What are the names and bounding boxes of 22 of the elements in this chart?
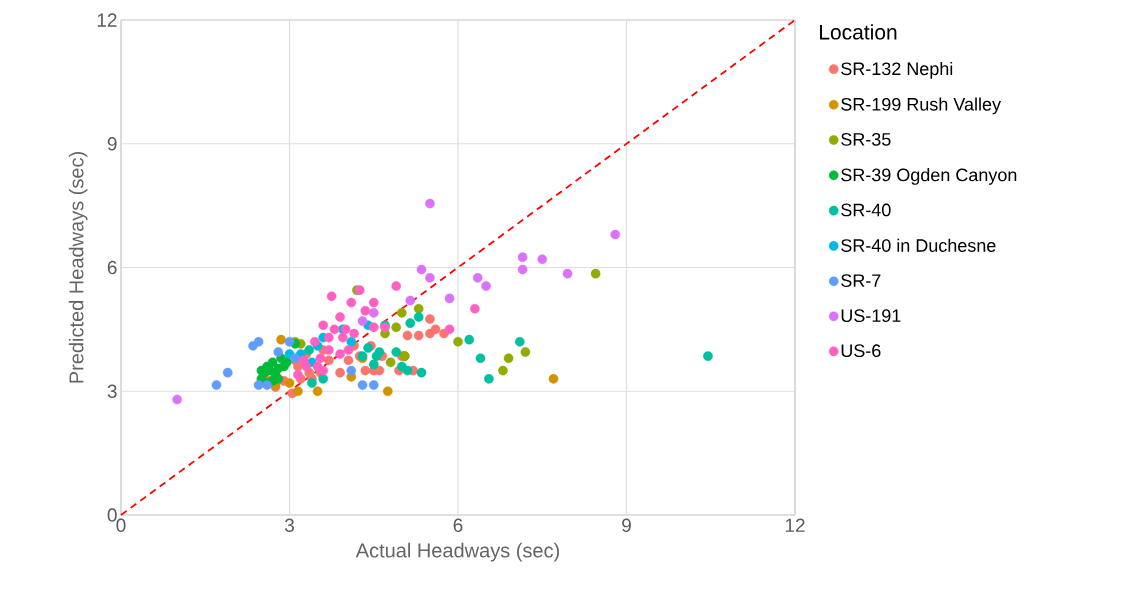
y-tick-label: 0 <box>107 508 117 522</box>
y-tick-label: 12 <box>97 13 117 27</box>
legend-label: SR-40 <box>841 203 891 217</box>
legend-label: US-191 <box>841 309 901 323</box>
x-axis-title: Actual Headways (sec) <box>355 542 559 562</box>
x-tick-label: 3 <box>284 518 294 532</box>
y-axis-title: Predicted Headways (sec) <box>68 152 88 383</box>
legend-label: SR-35 <box>841 132 891 146</box>
x-tick-label: 9 <box>622 518 631 532</box>
legend-label: SR-132 Nephi <box>841 61 953 79</box>
legend-label: US-6 <box>841 344 881 358</box>
y-tick-label: 9 <box>107 137 117 151</box>
legend-label: SR-39 Ogden Canyon <box>841 168 1017 185</box>
y-tick-label: 6 <box>107 260 117 275</box>
x-tick-label: 6 <box>453 518 463 532</box>
y-tick-label: 3 <box>107 384 117 398</box>
x-tick-label: 12 <box>785 518 805 532</box>
legend-label: SR-40 in Duchesne <box>841 238 996 252</box>
legend-label: SR-199 Rush Valley <box>841 97 1001 115</box>
legend-label: SR-7 <box>841 274 881 287</box>
x-tick-label: 0 <box>116 518 126 532</box>
legend-title: Location <box>820 24 897 40</box>
